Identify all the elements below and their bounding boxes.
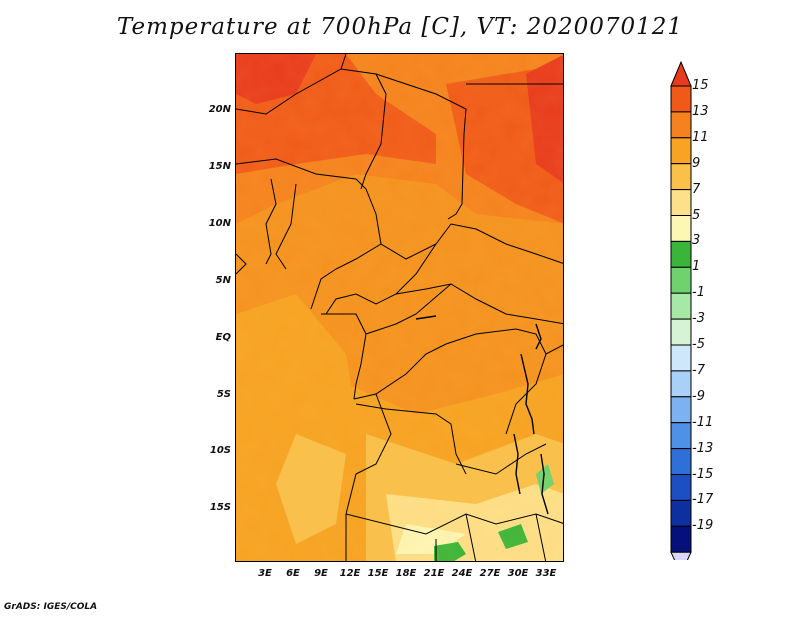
colorbar-label: 15 bbox=[692, 78, 709, 93]
colorbar-swatch bbox=[670, 85, 692, 113]
lon-label-24e: 24E bbox=[451, 568, 473, 579]
colorbar-swatch bbox=[670, 499, 692, 527]
lon-label-30e: 30E bbox=[507, 568, 529, 579]
map-title: Temperature at 700hPa [C], VT: 202007012… bbox=[116, 14, 684, 40]
colorbar-swatch bbox=[670, 215, 692, 242]
lon-label-12e: 12E bbox=[339, 568, 361, 579]
lat-label-15s: 15S bbox=[209, 502, 231, 513]
colorbar-swatch bbox=[670, 370, 692, 398]
colorbar-label: 13 bbox=[692, 103, 709, 119]
footer-credit: GrADS: IGES/COLA bbox=[4, 602, 98, 612]
colorbar-label: -19 bbox=[692, 518, 714, 534]
lake-outlines bbox=[415, 315, 549, 515]
colorbar-label: -3 bbox=[692, 311, 705, 327]
lon-label-18e: 18E bbox=[395, 568, 417, 579]
lat-label-5s: 5S bbox=[216, 389, 231, 400]
colorbar-swatch bbox=[670, 422, 692, 450]
colorbar-swatch bbox=[670, 189, 692, 217]
colorbar-swatch bbox=[670, 318, 692, 346]
colorbar-label: -5 bbox=[692, 337, 705, 352]
colorbar-bottom-arrow bbox=[670, 551, 692, 560]
colorbar bbox=[670, 60, 692, 560]
colorbar-label: -11 bbox=[692, 414, 714, 430]
coastline bbox=[236, 253, 247, 275]
country-borders bbox=[236, 54, 563, 561]
colorbar-swatch bbox=[670, 137, 692, 165]
colorbar-swatch bbox=[670, 163, 692, 191]
colorbar-swatch bbox=[670, 525, 692, 553]
lon-label-33e: 33E bbox=[535, 568, 557, 579]
colorbar-label: 1 bbox=[692, 259, 701, 275]
lon-label-15e: 15E bbox=[367, 568, 389, 579]
colorbar-label: -1 bbox=[692, 285, 705, 301]
temp-texture bbox=[236, 54, 563, 561]
colorbar-label: 7 bbox=[692, 181, 701, 197]
colorbar-label: -17 bbox=[692, 492, 714, 508]
lon-label-9e: 9E bbox=[314, 568, 328, 579]
colorbar-swatch bbox=[670, 474, 692, 501]
colorbar-label: -9 bbox=[692, 388, 705, 404]
colorbar-label: 11 bbox=[692, 129, 709, 145]
colorbar-swatch bbox=[670, 292, 692, 320]
colorbar-label: 3 bbox=[692, 233, 701, 249]
colorbar-swatch bbox=[670, 240, 692, 268]
temperature-map bbox=[235, 53, 564, 562]
lat-label-10n: 10N bbox=[208, 218, 231, 229]
lon-label-3e: 3E bbox=[258, 568, 272, 579]
lon-label-21e: 21E bbox=[423, 568, 445, 579]
colorbar-swatch bbox=[670, 266, 692, 294]
lat-label-10s: 10S bbox=[209, 445, 231, 456]
colorbar-top-arrow bbox=[670, 60, 692, 87]
colorbar-label: -7 bbox=[692, 362, 705, 378]
lat-label-5n: 5N bbox=[215, 275, 231, 286]
colorbar-swatch bbox=[670, 111, 692, 139]
colorbar-label: 9 bbox=[692, 155, 701, 171]
colorbar-label: -13 bbox=[692, 440, 714, 456]
colorbar-swatch bbox=[670, 448, 692, 476]
colorbar-label: -15 bbox=[692, 466, 714, 482]
lat-label-eq: EQ bbox=[215, 332, 231, 343]
colorbar-swatch bbox=[670, 396, 692, 424]
lon-label-6e: 6E bbox=[286, 568, 300, 579]
lon-label-27e: 27E bbox=[479, 568, 501, 579]
colorbar-label: 5 bbox=[692, 207, 701, 223]
lat-label-15n: 15N bbox=[208, 161, 231, 172]
lat-label-20n: 20N bbox=[208, 104, 231, 115]
colorbar-swatch bbox=[670, 344, 692, 372]
map-svg bbox=[236, 54, 563, 561]
